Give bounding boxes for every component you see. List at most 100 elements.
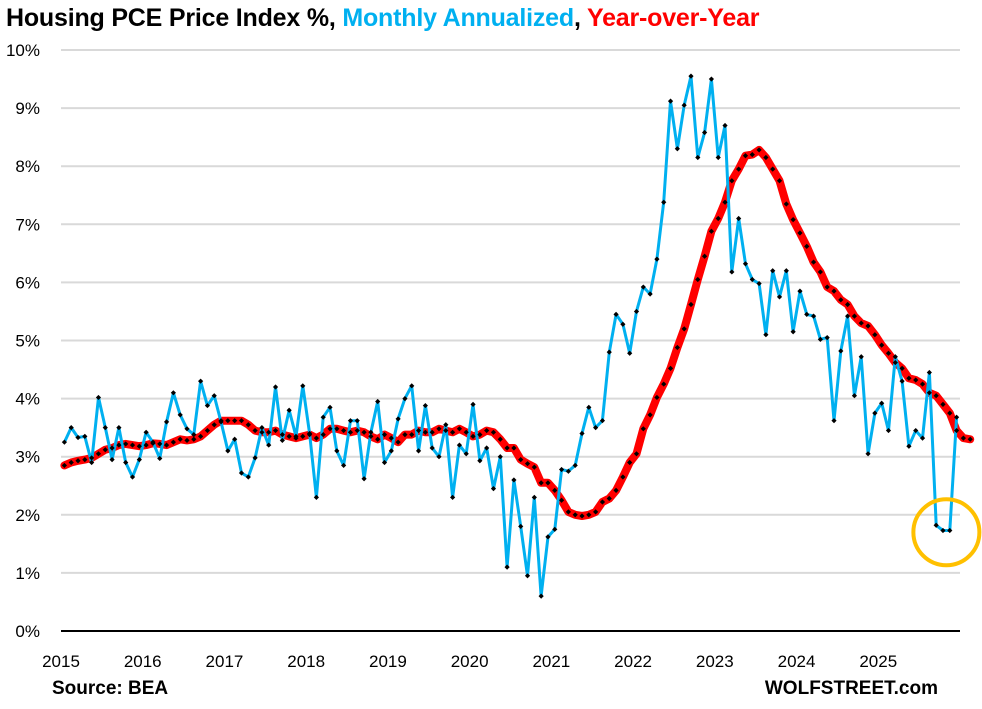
yoy-point [661,381,667,387]
yoy-point [109,445,115,451]
monthly-point [770,268,776,274]
yoy-point [259,429,265,435]
yoy-point [708,228,715,234]
monthly-point [817,336,823,342]
yoy-point [68,459,74,466]
monthly-point [504,564,510,570]
yoy-point [163,442,170,448]
monthly-point [375,398,381,405]
yoy-point [177,436,183,442]
monthly-point [361,476,367,482]
monthly-point [892,354,898,360]
yoy-point [858,320,864,326]
x-tick-label: 2025 [859,652,897,671]
monthly-point [545,534,551,540]
monthly-point [783,268,789,274]
yoy-point [783,201,789,207]
monthly-point [763,332,769,338]
yoy-point [443,427,449,434]
y-axis-ticks: 0% 1% 2% 3% 4% 5% 6% 7% 8% 9% 10% [6,41,40,641]
monthly-point [402,396,408,402]
yoy-point [232,418,238,424]
yoy-point [320,432,326,438]
yoy-point [490,429,497,435]
monthly-point [899,378,905,384]
x-tick-label: 2019 [369,652,407,671]
monthly-point [327,404,333,410]
yoy-point [82,457,88,463]
yoy-point [470,433,476,439]
monthly-point [443,422,449,428]
monthly-point [654,256,660,262]
monthly-point [490,486,497,492]
monthly-point [381,459,388,466]
monthly-point [68,425,74,431]
yoy-point [627,459,633,466]
monthly-point [272,384,279,390]
monthly-point [572,462,578,469]
yoy-point [422,429,428,435]
monthly-point [627,350,633,356]
monthly-point [919,435,926,441]
monthly-point [177,412,183,418]
yoy-point [933,393,939,399]
monthly-point [347,418,354,424]
monthly-point [279,437,285,444]
monthly-point [259,425,265,431]
yoy-point [770,166,776,172]
monthly-point [436,454,442,460]
monthly-point [252,455,258,461]
yoy-point [572,512,578,518]
monthly-point [674,146,680,152]
monthly-point [204,402,211,409]
yoy-point [953,427,960,434]
yoy-point [947,410,953,416]
yoy-point [511,445,517,451]
yoy-point [191,436,197,442]
yoy-point [245,422,251,428]
yoy-point [776,178,783,184]
yoy-point [266,429,272,435]
yoy-point [797,230,803,236]
x-tick-label: 2017 [206,652,244,671]
yoy-line [60,145,975,520]
title-part-yoy: Year-over-Year [586,4,760,32]
monthly-point [702,129,708,136]
monthly-point [89,459,95,466]
yoy-point [123,441,129,447]
yoy-point [95,451,102,457]
monthly-point [388,448,394,454]
x-tick-label: 2016 [124,652,162,671]
x-tick-label: 2024 [778,652,816,671]
monthly-point [695,154,701,161]
monthly-point [470,401,476,408]
yoy-point [524,461,531,467]
monthly-point [947,527,953,534]
monthly-point [313,494,319,500]
chart-title: Housing PCE Price Index %, Monthly Annua… [6,4,760,33]
monthly-point [756,280,762,287]
monthly-point [667,98,674,104]
yoy-point [831,288,837,294]
yoy-point [204,427,211,434]
yoy-point [756,147,762,153]
monthly-point [524,573,531,579]
monthly-point [865,451,871,457]
yoy-point [381,432,388,438]
monthly-point [586,404,592,410]
monthly-point [320,414,326,420]
monthly-point [953,414,960,420]
monthly-point [633,308,640,315]
monthly-point [940,527,946,534]
yoy-point [334,426,340,432]
monthly-point [538,593,544,599]
monthly-point [722,122,728,129]
y-tick-label: 9% [15,99,40,118]
yoy-point [926,390,932,396]
yoy-point [906,375,912,381]
yoy-point [313,435,319,441]
yoy-point [838,297,844,303]
yoy-point [477,432,483,438]
yoy-point [157,441,163,447]
monthly-point [518,523,524,530]
